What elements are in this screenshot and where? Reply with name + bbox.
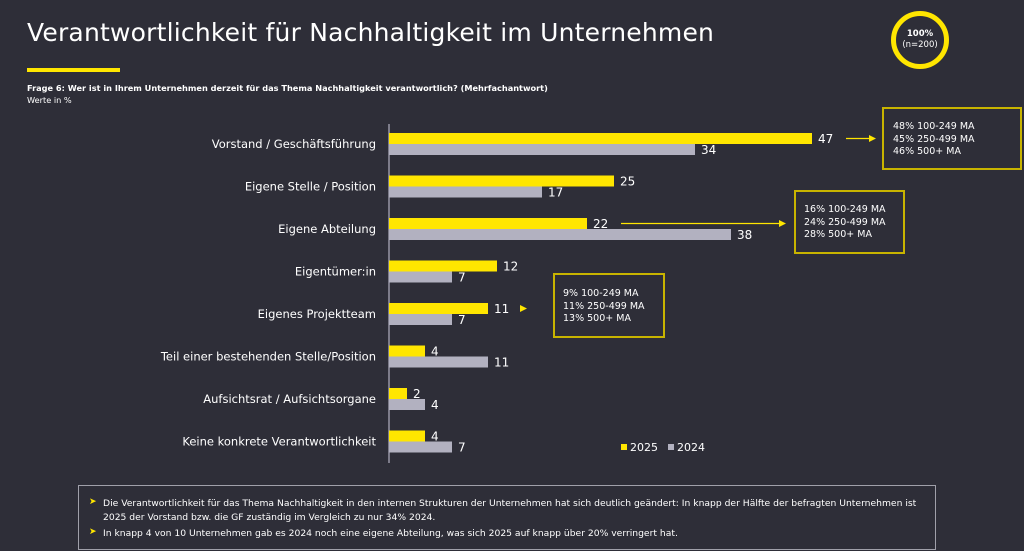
arrow-head-icon bbox=[869, 135, 876, 142]
callout-line: 11% 250-499 MA bbox=[563, 300, 645, 312]
data-label-2024: 17 bbox=[548, 186, 563, 200]
callout-line: 48% 100-249 MA bbox=[893, 121, 975, 132]
callout-abteilung: 16% 100-249 MA 24% 250-499 MA 28% 500+ M… bbox=[794, 190, 905, 254]
category-label: Eigene Abteilung bbox=[278, 222, 376, 236]
callout-vorstand: 48% 100-249 MA 45% 250-499 MA 46% 500+ M… bbox=[882, 107, 1022, 170]
data-label-2024: 4 bbox=[431, 398, 439, 412]
category-label: Eigentümer:in bbox=[295, 265, 376, 279]
bar-2025 bbox=[389, 388, 407, 399]
data-label-2025: 11 bbox=[494, 302, 509, 316]
chevron-right-icon: ➤ bbox=[89, 497, 97, 507]
callout-line: 9% 100-249 MA bbox=[563, 288, 639, 299]
arrow-head-icon bbox=[779, 220, 786, 227]
summary-text: In knapp 4 von 10 Unternehmen gab es 202… bbox=[103, 528, 678, 539]
bar-2024 bbox=[389, 271, 452, 283]
sample-n: (n=200) bbox=[902, 40, 938, 50]
callout-line: 28% 500+ MA bbox=[804, 229, 872, 240]
data-label-2024: 11 bbox=[494, 356, 509, 370]
bar-2024 bbox=[389, 441, 452, 453]
sample-percent: 100% bbox=[906, 29, 934, 39]
data-label-2025: 25 bbox=[620, 175, 635, 189]
data-label-2025: 4 bbox=[431, 430, 439, 444]
arrow-head-icon bbox=[520, 305, 527, 312]
bar-2025 bbox=[389, 260, 497, 272]
sample-size-badge: 100% (n=200) bbox=[891, 11, 949, 69]
legend-swatch-2024 bbox=[668, 444, 674, 450]
category-label: Eigenes Projektteam bbox=[258, 307, 376, 321]
summary-bullet: ➤ In knapp 4 von 10 Unternehmen gab es 2… bbox=[89, 527, 678, 541]
callout-line: 46% 500+ MA bbox=[893, 146, 961, 157]
bar-2025 bbox=[389, 175, 614, 187]
data-label-2025: 47 bbox=[818, 132, 833, 146]
data-label-2024: 7 bbox=[458, 441, 466, 455]
page-title: Verantwortlichkeit für Nachhaltigkeit im… bbox=[27, 18, 715, 47]
category-label: Vorstand / Geschäftsführung bbox=[212, 137, 376, 151]
callout-projektteam: 9% 100-249 MA 11% 250-499 MA 13% 500+ MA bbox=[553, 273, 665, 338]
bar-2024 bbox=[389, 186, 542, 198]
bar-2024 bbox=[389, 314, 452, 325]
data-label-2024: 7 bbox=[458, 271, 466, 285]
category-label: Teil einer bestehenden Stelle/Position bbox=[160, 350, 376, 364]
bar-2024 bbox=[389, 229, 731, 240]
callout-line: 24% 250-499 MA bbox=[804, 216, 886, 228]
callout-line: 16% 100-249 MA bbox=[804, 204, 886, 215]
chevron-right-icon: ➤ bbox=[89, 527, 97, 537]
data-label-2024: 7 bbox=[458, 313, 466, 327]
category-label: Aufsichtsrat / Aufsichtsorgane bbox=[203, 392, 376, 406]
summary-bullet: ➤ Die Verantwortlichkeit für das Thema N… bbox=[89, 497, 923, 525]
title-underline bbox=[27, 68, 120, 72]
data-label-2024: 34 bbox=[701, 143, 716, 157]
data-label-2025: 12 bbox=[503, 260, 518, 274]
bar-2025 bbox=[389, 303, 488, 314]
legend-label-2024: 2024 bbox=[677, 441, 705, 454]
survey-question: Frage 6: Wer ist in Ihrem Unternehmen de… bbox=[27, 83, 548, 93]
category-label: Eigene Stelle / Position bbox=[245, 180, 376, 194]
callout-line: 45% 250-499 MA bbox=[893, 133, 975, 145]
data-label-2024: 38 bbox=[737, 228, 752, 242]
data-label-2025: 4 bbox=[431, 345, 439, 359]
bar-2025 bbox=[389, 133, 812, 144]
legend-label-2025: 2025 bbox=[630, 441, 658, 454]
category-label: Keine konkrete Verantwortlichkeit bbox=[182, 435, 376, 449]
bar-2025 bbox=[389, 345, 425, 357]
callout-line: 13% 500+ MA bbox=[563, 313, 631, 324]
legend-swatch-2025 bbox=[621, 444, 627, 450]
bar-2024 bbox=[389, 399, 425, 410]
data-label-2025: 22 bbox=[593, 217, 608, 231]
summary-box: ➤ Die Verantwortlichkeit für das Thema N… bbox=[78, 485, 936, 550]
bar-2024 bbox=[389, 144, 695, 155]
bar-2024 bbox=[389, 356, 488, 368]
bar-2025 bbox=[389, 430, 425, 442]
data-label-2025: 2 bbox=[413, 387, 421, 401]
summary-text: Die Verantwortlichkeit für das Thema Nac… bbox=[103, 498, 917, 523]
unit-label: Werte in % bbox=[27, 95, 72, 105]
bar-2025 bbox=[389, 218, 587, 229]
